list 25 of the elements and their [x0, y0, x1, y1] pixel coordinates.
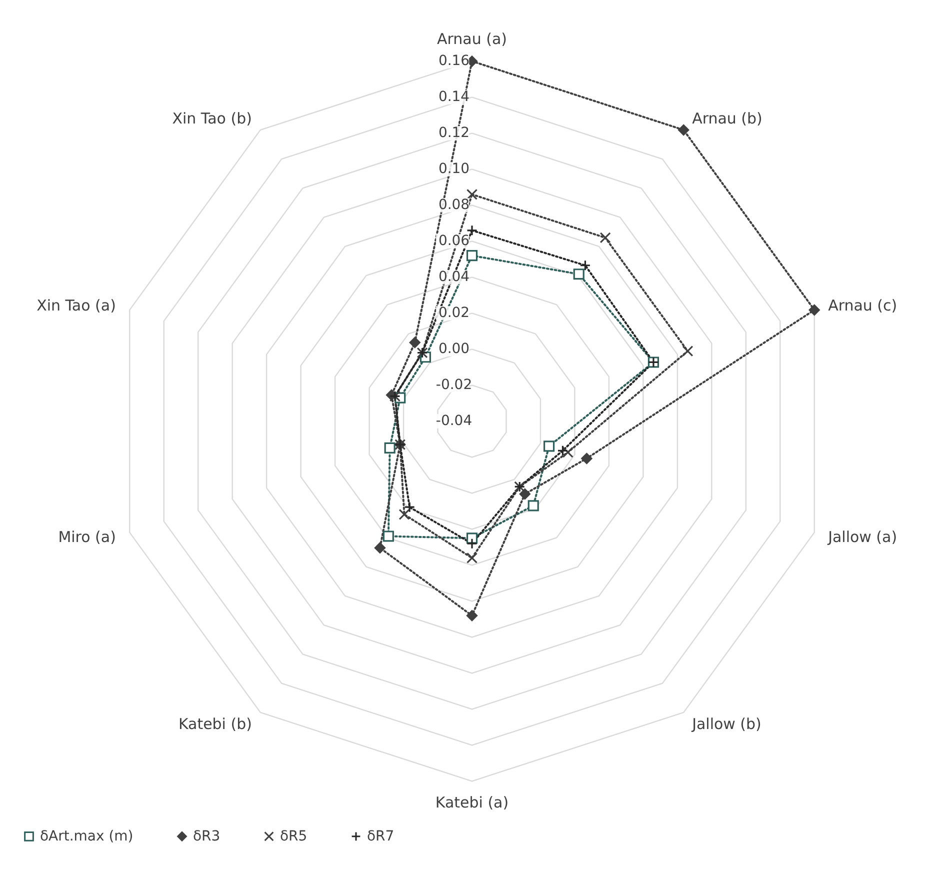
- spoke-label: Arnau (a): [437, 30, 507, 48]
- y-tick-label: 0.08: [438, 197, 470, 214]
- spoke-label: Katebi (a): [435, 794, 509, 812]
- legend-label: δR7: [367, 828, 394, 844]
- y-tick-label: 0.00: [438, 341, 470, 358]
- y-tick-label: 0.04: [438, 269, 470, 286]
- spoke-label: Miro (a): [58, 528, 116, 546]
- y-tick-label: 0.12: [438, 125, 470, 142]
- spoke-label: Jallow (b): [691, 715, 762, 734]
- legend-label: δR5: [280, 828, 308, 844]
- spoke-label: Katebi (b): [178, 715, 252, 734]
- spoke-label: Xin Tao (a): [36, 296, 116, 314]
- y-tick-label: 0.16: [438, 53, 470, 70]
- spoke-label: Arnau (b): [692, 109, 762, 128]
- legend-label: δR3: [193, 828, 220, 844]
- y-tick-label: 0.14: [438, 89, 470, 106]
- y-tick-label: 0.02: [438, 305, 470, 322]
- spoke-label: Jallow (a): [827, 528, 898, 546]
- legend-label: δArt.max (m): [40, 828, 134, 844]
- y-tick-label: -0.04: [436, 413, 472, 430]
- spoke-label: Xin Tao (b): [172, 109, 252, 128]
- y-tick-label: 0.06: [438, 233, 470, 250]
- spoke-label: Arnau (c): [828, 296, 898, 314]
- y-tick-label: -0.02: [436, 377, 472, 394]
- y-tick-label: 0.10: [438, 161, 470, 178]
